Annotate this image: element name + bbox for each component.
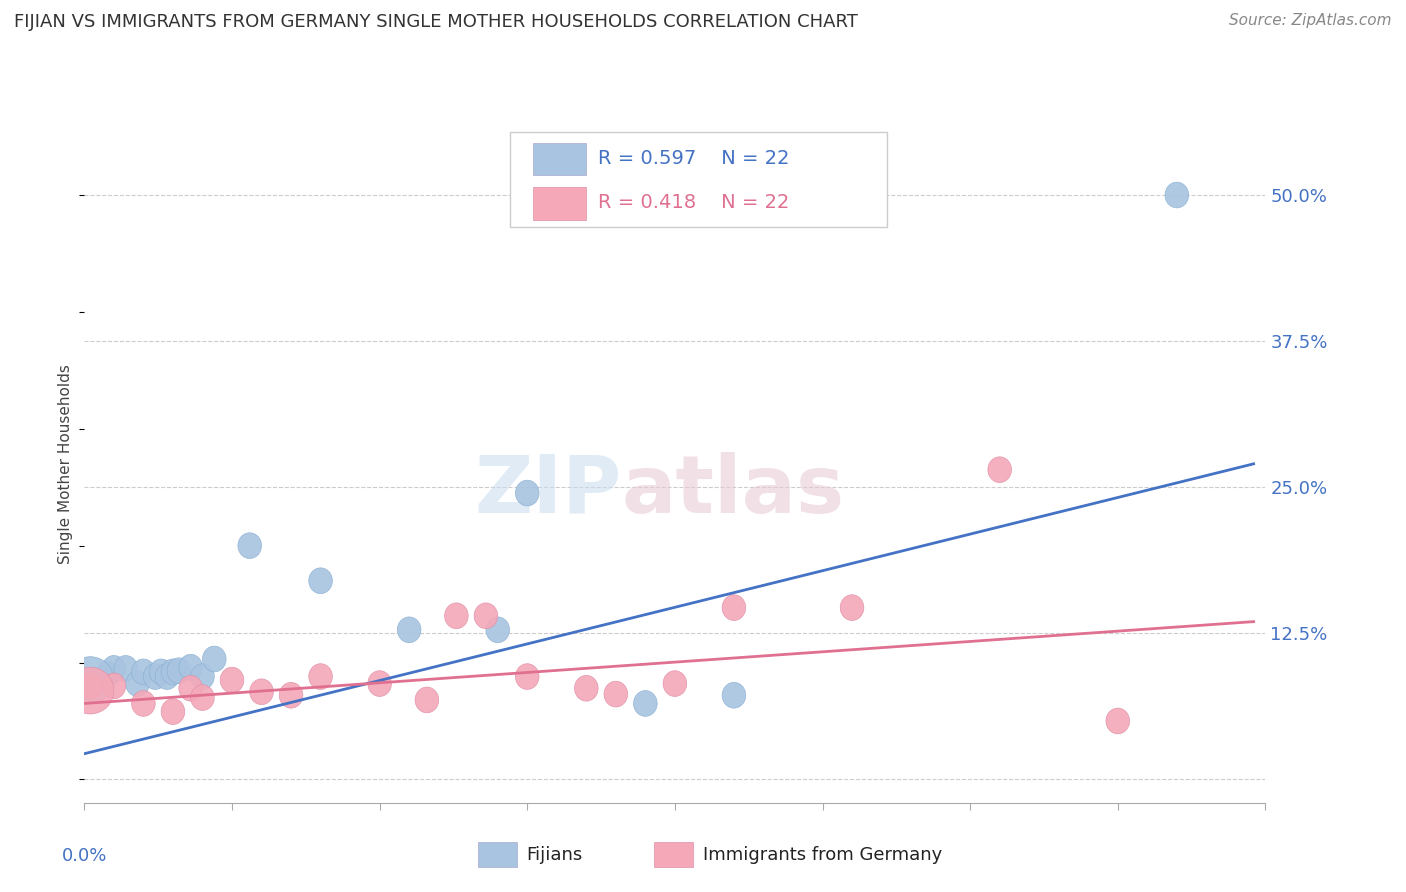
Ellipse shape xyxy=(723,595,745,621)
Ellipse shape xyxy=(143,664,167,690)
Ellipse shape xyxy=(155,664,179,690)
Ellipse shape xyxy=(634,690,657,716)
Text: FIJIAN VS IMMIGRANTS FROM GERMANY SINGLE MOTHER HOUSEHOLDS CORRELATION CHART: FIJIAN VS IMMIGRANTS FROM GERMANY SINGLE… xyxy=(14,13,858,31)
Ellipse shape xyxy=(474,603,498,629)
FancyBboxPatch shape xyxy=(533,143,586,175)
Ellipse shape xyxy=(66,667,114,714)
Text: Immigrants from Germany: Immigrants from Germany xyxy=(703,846,942,863)
Text: Fijians: Fijians xyxy=(526,846,582,863)
Ellipse shape xyxy=(280,682,302,708)
Ellipse shape xyxy=(1107,708,1129,734)
Text: ZIP: ZIP xyxy=(474,452,621,530)
Ellipse shape xyxy=(125,671,149,697)
Ellipse shape xyxy=(96,661,120,687)
Ellipse shape xyxy=(605,681,627,707)
Ellipse shape xyxy=(238,533,262,558)
Ellipse shape xyxy=(103,673,125,698)
Ellipse shape xyxy=(516,480,538,506)
Ellipse shape xyxy=(66,657,114,704)
Ellipse shape xyxy=(664,671,686,697)
Ellipse shape xyxy=(191,685,214,710)
Ellipse shape xyxy=(162,659,184,685)
Text: R = 0.597    N = 22: R = 0.597 N = 22 xyxy=(598,149,790,168)
Ellipse shape xyxy=(841,595,863,621)
Text: R = 0.418    N = 22: R = 0.418 N = 22 xyxy=(598,194,790,212)
Ellipse shape xyxy=(221,667,243,693)
Text: 0.0%: 0.0% xyxy=(62,847,107,865)
Ellipse shape xyxy=(575,675,598,701)
Ellipse shape xyxy=(486,617,509,642)
Ellipse shape xyxy=(162,698,184,724)
Ellipse shape xyxy=(149,659,173,685)
Ellipse shape xyxy=(79,667,103,693)
Ellipse shape xyxy=(368,671,391,697)
Ellipse shape xyxy=(132,659,155,685)
Ellipse shape xyxy=(309,664,332,690)
Ellipse shape xyxy=(415,687,439,713)
Ellipse shape xyxy=(191,664,214,690)
Ellipse shape xyxy=(1166,182,1188,208)
Ellipse shape xyxy=(114,656,138,681)
Ellipse shape xyxy=(250,679,273,705)
Ellipse shape xyxy=(202,646,226,672)
Y-axis label: Single Mother Households: Single Mother Households xyxy=(58,364,73,564)
Ellipse shape xyxy=(988,457,1011,483)
Ellipse shape xyxy=(79,673,103,698)
FancyBboxPatch shape xyxy=(509,132,887,227)
Text: atlas: atlas xyxy=(621,452,845,530)
Ellipse shape xyxy=(444,603,468,629)
Ellipse shape xyxy=(179,655,202,680)
Ellipse shape xyxy=(398,617,420,642)
Text: Source: ZipAtlas.com: Source: ZipAtlas.com xyxy=(1229,13,1392,29)
Ellipse shape xyxy=(167,658,191,683)
Ellipse shape xyxy=(103,656,125,681)
FancyBboxPatch shape xyxy=(533,187,586,219)
Ellipse shape xyxy=(309,568,332,593)
Ellipse shape xyxy=(516,664,538,690)
Ellipse shape xyxy=(723,682,745,708)
Ellipse shape xyxy=(179,675,202,701)
Ellipse shape xyxy=(132,690,155,716)
